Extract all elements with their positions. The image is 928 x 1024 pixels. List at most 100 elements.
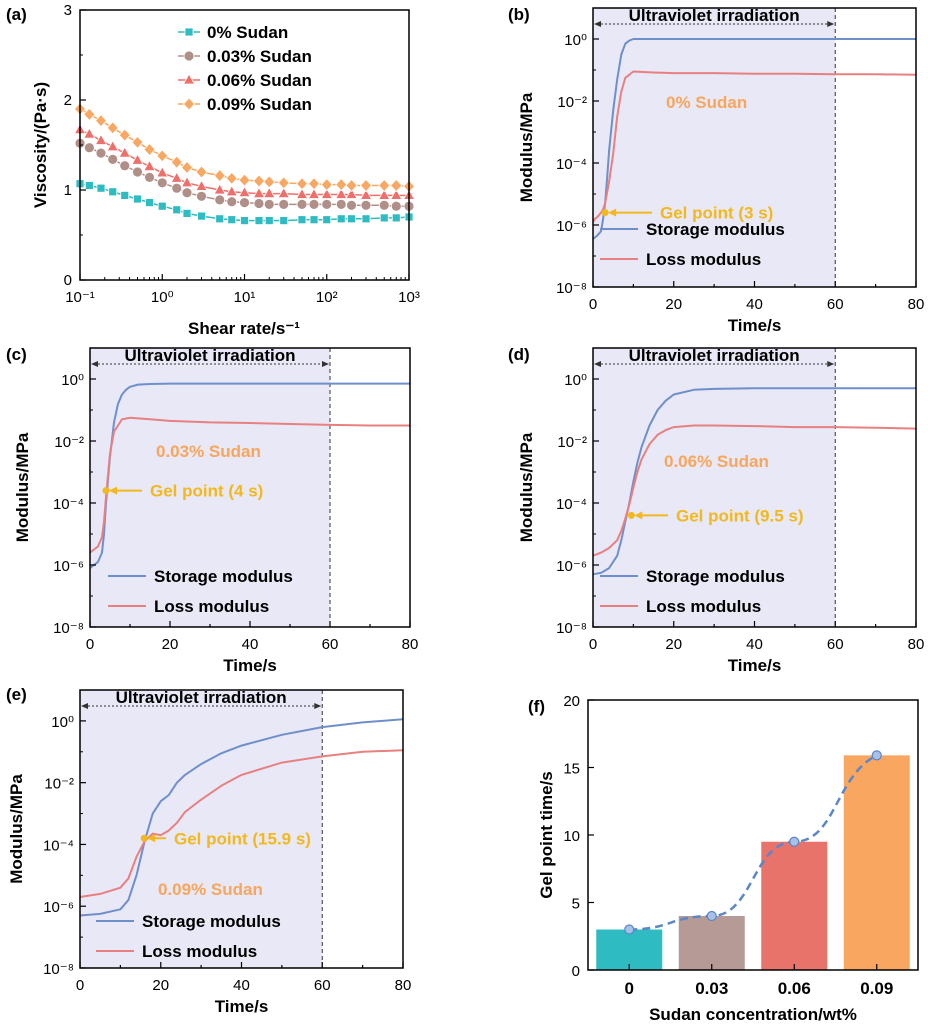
legend-label-a: 0.06% Sudan (207, 71, 312, 90)
uv-region-b (593, 8, 836, 287)
uv-label-c: Ultraviolet irradiation (125, 346, 296, 365)
uv-arrow-b (594, 21, 835, 27)
y-tick-label-c: 10⁻⁶ (53, 558, 84, 575)
data-point-a-3 (378, 178, 391, 193)
x-tick-label-c: 80 (402, 636, 419, 653)
data-point-a-2 (118, 146, 131, 158)
data-point-a-2 (195, 179, 208, 191)
series-line-d-1 (592, 424, 917, 557)
data-point-a-1 (226, 196, 238, 208)
x-tick-label-a: 10⁰ (151, 289, 174, 306)
bar-0.06 (761, 841, 828, 970)
y-tick-label-a: 2 (64, 92, 72, 109)
legend-marker-a (183, 50, 195, 62)
gel-point-label-d: Gel point (9.5 s) (676, 506, 804, 525)
data-point-a-2 (390, 188, 403, 200)
panel-label-b: (b) (508, 5, 530, 24)
data-point-a-2 (94, 133, 108, 145)
series-line-c-0 (89, 382, 410, 569)
y-tick-label-a: 3 (64, 2, 72, 19)
y-tick-label-f: 15 (563, 761, 580, 778)
x-axis-label-b: Time/s (728, 316, 782, 335)
plot-area-a (73, 102, 416, 226)
data-point-a-2 (277, 186, 290, 199)
data-point-a-0 (227, 215, 237, 225)
y-axis-label-e: Modulus/MPa (7, 774, 26, 884)
data-point-a-2 (378, 188, 391, 200)
data-point-a-0 (215, 214, 225, 224)
x-ticks-a: 10⁻¹ 10⁰ 10¹ 10² 10³ (65, 274, 420, 306)
data-point-a-1 (196, 190, 207, 202)
bar-0.03 (678, 916, 745, 970)
data-point-a-3 (390, 178, 403, 193)
data-point-a-1 (239, 197, 250, 209)
legend-storage-label-d: Storage modulus (646, 567, 785, 586)
uv-label-b: Ultraviolet irradiation (629, 6, 800, 25)
data-point-a-2 (263, 186, 276, 199)
data-point-a-0 (96, 183, 106, 193)
data-point-a-0 (361, 214, 371, 224)
sample-label-e: 0.09% Sudan (158, 880, 263, 899)
uv-arrow-head-left (91, 361, 98, 367)
data-point-a-0 (145, 198, 154, 208)
data-point-a-2 (83, 127, 96, 139)
data-point-a-1 (144, 171, 155, 183)
data-point-a-2 (180, 175, 194, 188)
series-line-b-0 (592, 38, 916, 240)
y-tick-label-f: 10 (563, 828, 580, 845)
y-tick-label-e: 10⁻⁶ (43, 899, 74, 916)
series-line-d-0 (592, 387, 916, 576)
y-tick-label-d: 10⁻⁸ (556, 620, 587, 637)
trend-point-f (789, 836, 800, 847)
data-point-a-0 (157, 201, 167, 211)
x-tick-label-f: 0.03 (695, 979, 728, 998)
bar-0.09 (843, 755, 910, 970)
x-tick-label-b: 80 (908, 296, 925, 313)
sample-label-d: 0.06% Sudan (664, 452, 769, 471)
x-ticks-f: 0 0.03 0.06 0.09 (625, 964, 893, 998)
data-point-a-2 (335, 187, 348, 199)
data-point-a-1 (95, 147, 107, 159)
x-tick-label-d: 20 (665, 636, 682, 653)
x-tick-label-e: 0 (76, 977, 84, 994)
data-point-a-2 (170, 171, 183, 183)
data-point-a-2 (225, 184, 238, 197)
x-ticks-d: 0 20 40 60 80 (589, 621, 925, 653)
data-point-a-1 (107, 153, 119, 165)
data-point-a-0 (108, 187, 118, 197)
y-axis-label-a: Viscosity/(Pa·s) (31, 82, 50, 208)
y-tick-label-b: 10⁻⁸ (556, 280, 587, 297)
uv-label-e: Ultraviolet irradiation (116, 688, 287, 707)
data-point-a-2 (238, 185, 251, 198)
series-line-e-1 (79, 749, 404, 898)
x-tick-label-e: 40 (233, 977, 250, 994)
panel-label-f: (f) (528, 697, 545, 716)
y-axis-label-c: Modulus/MPa (13, 432, 32, 542)
data-point-a-0 (336, 214, 346, 224)
data-point-a-3 (345, 178, 358, 193)
data-point-a-1 (263, 198, 275, 210)
x-tick-label-d: 80 (908, 636, 925, 653)
gel-point-dot-c (102, 487, 110, 495)
data-point-a-0 (279, 216, 289, 226)
y-tick-label-c: 10⁻⁸ (53, 620, 84, 637)
series-line-b-1 (592, 70, 917, 223)
panel-label-c: (c) (6, 345, 27, 364)
data-point-a-2 (359, 188, 373, 200)
y-axis-label-f: Gel point time/s (537, 771, 556, 899)
x-axis-label-f: Sudan concentration/wt% (649, 1005, 857, 1024)
legend-storage-label-b: Storage modulus (646, 220, 785, 239)
y-ticks-d: 10⁻⁸ 10⁻⁶ 10⁻⁴ 10⁻² 10⁰ (556, 347, 599, 637)
uv-arrow-head-right (827, 21, 835, 27)
data-point-a-0 (172, 205, 182, 215)
data-point-a-3 (213, 169, 226, 183)
legend-loss-label-e: Loss modulus (142, 942, 257, 961)
x-axis-label-c: Time/s (223, 656, 277, 675)
y-tick-label-c: 10⁻² (54, 434, 84, 451)
legend-c (108, 575, 146, 607)
sample-label-c: 0.03% Sudan (156, 442, 261, 461)
y-ticks-f: 0 5 10 15 20 (563, 693, 594, 980)
data-point-a-3 (94, 114, 108, 128)
trend-point-f (871, 750, 882, 761)
x-tick-label-c: 20 (162, 636, 179, 653)
